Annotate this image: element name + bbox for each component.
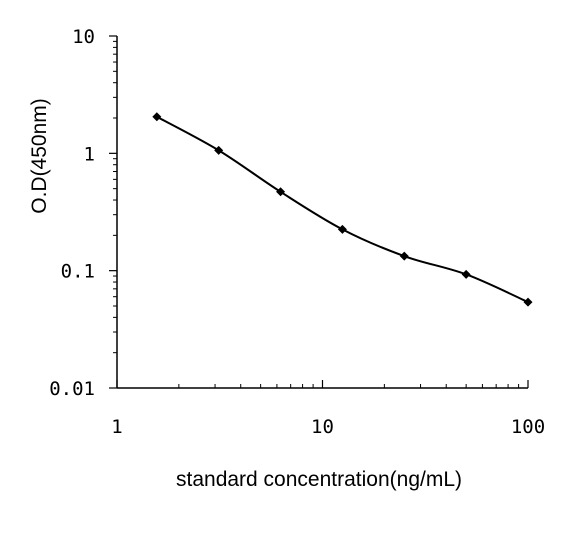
y-tick-label: 0.01: [49, 378, 95, 400]
y-tick-label: 10: [72, 26, 95, 48]
x-tick-label: 100: [511, 416, 545, 438]
y-tick-label: 0.1: [61, 261, 95, 283]
y-tick-label: 1: [84, 143, 95, 165]
data-point-marker: [337, 224, 347, 234]
data-point-marker: [214, 145, 224, 155]
x-axis-title: standard concentration(ng/mL): [176, 468, 462, 491]
y-axis-title: O.D(450nm): [28, 98, 51, 214]
data-point-marker: [152, 112, 162, 122]
series-line: [156, 115, 529, 303]
axis-ticks: [109, 35, 529, 389]
data-point-marker: [461, 269, 471, 279]
data-series: [152, 112, 533, 307]
data-point-marker: [276, 187, 286, 197]
data-point-marker: [399, 251, 409, 261]
axis-titles: standard concentration(ng/mL) O.D(450nm): [28, 98, 462, 491]
axes: [116, 36, 528, 389]
x-tick-label: 1: [111, 416, 122, 438]
x-tick-label: 10: [311, 416, 334, 438]
axis-tick-labels: 10 1 0.1 0.01 1 10 100: [49, 26, 545, 438]
data-point-marker: [523, 297, 533, 307]
